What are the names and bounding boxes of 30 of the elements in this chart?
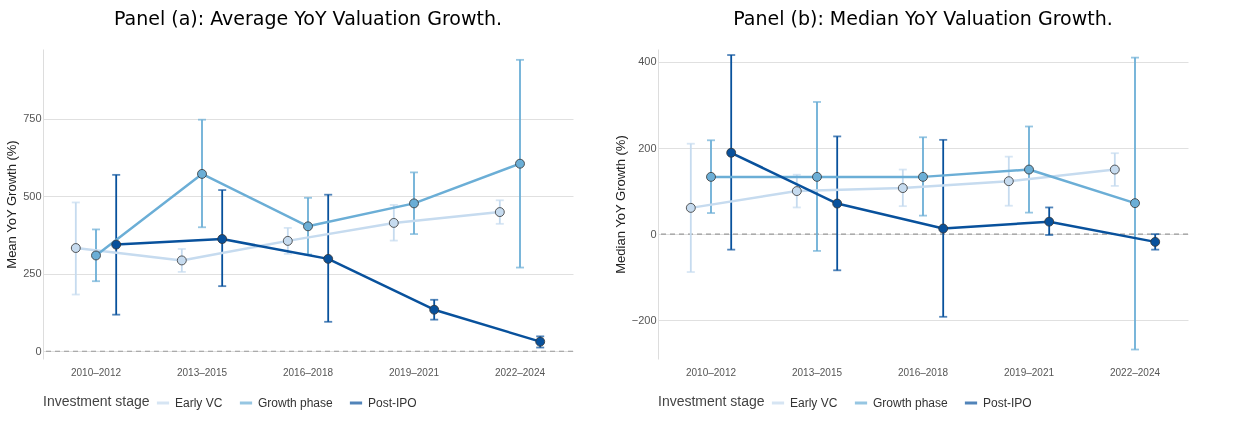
y-tick-label: −200 <box>631 313 657 326</box>
x-tick-label: 2010–2012 <box>685 366 737 378</box>
x-tick-label: 2016–2018 <box>897 366 949 378</box>
chart-title: Panel (b): Median YoY Valuation Growth. <box>733 7 1113 29</box>
legend-label: Post-IPO <box>368 396 417 410</box>
legend-label: Early VC <box>175 396 223 410</box>
x-tick-label: 2019–2021 <box>388 366 440 378</box>
legend-label: Growth phase <box>258 396 334 410</box>
y-tick-label: 0 <box>35 344 42 357</box>
y-tick-label: 750 <box>23 112 42 125</box>
y-axis-title: Mean YoY Growth (%) <box>4 140 20 269</box>
x-tick-label: 2022–2024 <box>1109 366 1161 378</box>
legend-label: Growth phase <box>873 396 949 410</box>
x-tick-label: 2013–2015 <box>176 366 228 378</box>
y-axis-title: Median YoY Growth (%) <box>612 135 628 274</box>
chart-title: Panel (a): Average YoY Valuation Growth. <box>114 7 502 29</box>
x-tick-label: 2010–2012 <box>70 366 122 378</box>
y-tick-label: 400 <box>638 55 657 68</box>
legend-label: Early VC <box>790 396 838 410</box>
y-tick-label: 0 <box>650 227 657 240</box>
y-tick-label: 200 <box>638 141 657 154</box>
x-tick-label: 2013–2015 <box>791 366 843 378</box>
legend-title: Investment stage <box>43 393 150 409</box>
legend-label: Post-IPO <box>983 396 1032 410</box>
x-tick-label: 2022–2024 <box>494 366 546 378</box>
legend-title: Investment stage <box>658 393 765 409</box>
x-tick-label: 2019–2021 <box>1003 366 1055 378</box>
y-tick-label: 500 <box>23 189 42 202</box>
x-tick-label: 2016–2018 <box>282 366 334 378</box>
y-tick-label: 250 <box>23 267 42 280</box>
